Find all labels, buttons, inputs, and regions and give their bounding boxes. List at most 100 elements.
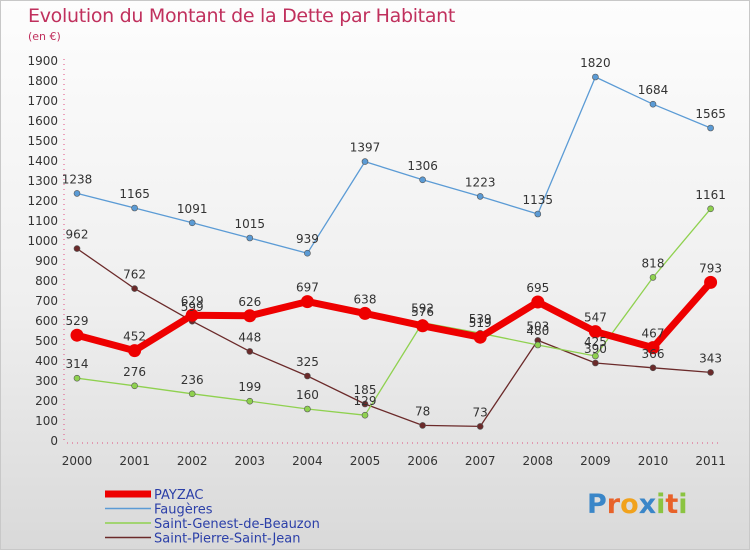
logo-letter: i xyxy=(656,489,666,520)
data-label: 1397 xyxy=(350,141,381,155)
data-point xyxy=(70,328,84,342)
data-point xyxy=(246,397,254,405)
data-label: 390 xyxy=(584,342,607,356)
y-tick-label: 1400 xyxy=(27,154,58,168)
data-label: 629 xyxy=(181,294,204,308)
data-point xyxy=(304,372,311,380)
data-point xyxy=(246,348,254,355)
chart-subtitle: (en €) xyxy=(28,30,61,43)
data-point xyxy=(73,190,81,197)
data-label: 366 xyxy=(642,347,665,361)
data-label: 236 xyxy=(181,373,204,387)
data-label: 276 xyxy=(123,365,146,379)
data-point xyxy=(476,193,484,200)
data-point xyxy=(649,364,657,372)
legend-label: Saint-Genest-de-Beauzon xyxy=(154,517,320,532)
data-label: 503 xyxy=(526,319,549,333)
logo-letter: r xyxy=(606,489,621,520)
x-tick-label: 2003 xyxy=(235,454,266,468)
data-label: 73 xyxy=(473,405,488,419)
data-point xyxy=(131,382,138,390)
y-tick-label: 200 xyxy=(35,394,58,408)
data-label: 626 xyxy=(238,295,261,309)
y-tick-label: 300 xyxy=(35,374,58,388)
data-point xyxy=(473,330,487,344)
data-point xyxy=(243,309,257,323)
y-tick-label: 700 xyxy=(35,294,58,308)
data-label: 519 xyxy=(469,316,492,330)
data-label: 325 xyxy=(296,355,319,369)
y-tick-label: 1700 xyxy=(27,94,58,108)
y-tick-label: 800 xyxy=(35,274,58,288)
data-point xyxy=(416,319,430,333)
data-label: 695 xyxy=(526,281,549,295)
data-label: 697 xyxy=(296,281,319,295)
data-point xyxy=(246,234,254,242)
x-tick-label: 2010 xyxy=(638,454,669,468)
x-tick-label: 2011 xyxy=(695,454,726,468)
data-label: 529 xyxy=(66,314,89,328)
series-payzac xyxy=(70,275,718,358)
legend-label: Saint-Pierre-Saint-Jean xyxy=(154,532,301,547)
legend-label: Faugères xyxy=(154,503,213,518)
data-label: 1165 xyxy=(119,187,150,201)
data-point xyxy=(646,341,660,355)
data-point xyxy=(419,422,426,429)
data-point xyxy=(131,204,138,212)
series-line xyxy=(76,247,712,428)
y-tick-label: 0 xyxy=(50,434,58,448)
data-label: 160 xyxy=(296,388,319,402)
data-point xyxy=(128,344,142,358)
x-tick-label: 2001 xyxy=(119,454,150,468)
data-label: 78 xyxy=(415,404,430,418)
logo-letter: i xyxy=(678,489,688,520)
data-point xyxy=(188,390,196,398)
data-label: 762 xyxy=(123,268,146,282)
y-tick-label: 600 xyxy=(35,314,58,328)
data-point xyxy=(73,245,81,252)
y-tick-label: 1800 xyxy=(27,74,58,88)
series-faug-res xyxy=(73,73,714,257)
logo-letter: o xyxy=(620,489,639,520)
data-point xyxy=(361,158,369,165)
data-label: 1565 xyxy=(695,107,726,121)
proxiti-logo: Proxiti xyxy=(587,489,688,520)
y-tick-label: 400 xyxy=(35,354,58,368)
series-line xyxy=(76,76,712,254)
x-tick-label: 2007 xyxy=(465,454,496,468)
data-label: 547 xyxy=(584,311,607,325)
series-line xyxy=(73,278,715,355)
data-point xyxy=(73,374,81,382)
y-tick-label: 1300 xyxy=(27,174,58,188)
data-label: 962 xyxy=(66,228,89,242)
data-point xyxy=(707,369,714,376)
data-label: 818 xyxy=(642,256,665,270)
data-label: 199 xyxy=(238,380,261,394)
series-saint-genest-de-beauzon xyxy=(73,205,714,419)
data-label: 599 xyxy=(181,300,204,314)
y-tick-label: 1100 xyxy=(27,214,58,228)
data-point xyxy=(534,341,542,349)
data-label: 576 xyxy=(411,305,434,319)
data-label: 793 xyxy=(699,261,722,275)
legend-label: PAYZAC xyxy=(154,488,203,503)
y-tick-label: 1000 xyxy=(27,234,58,248)
data-label: 343 xyxy=(699,351,722,365)
data-point xyxy=(534,210,542,218)
data-label: 185 xyxy=(354,383,377,397)
data-label: 480 xyxy=(526,324,549,338)
data-label: 448 xyxy=(238,330,261,344)
data-point xyxy=(707,124,714,132)
legend: PAYZACFaugèresSaint-Genest-de-BeauzonSai… xyxy=(105,488,320,547)
data-point xyxy=(531,295,545,309)
data-point xyxy=(358,306,372,320)
data-point xyxy=(185,308,199,322)
data-label: 539 xyxy=(469,312,492,326)
data-label: 314 xyxy=(66,357,89,371)
data-label: 467 xyxy=(642,327,665,341)
x-tick-label: 2009 xyxy=(580,454,611,468)
data-point xyxy=(361,411,369,419)
y-tick-label: 900 xyxy=(35,254,58,268)
y-tick-label: 1500 xyxy=(27,134,58,148)
